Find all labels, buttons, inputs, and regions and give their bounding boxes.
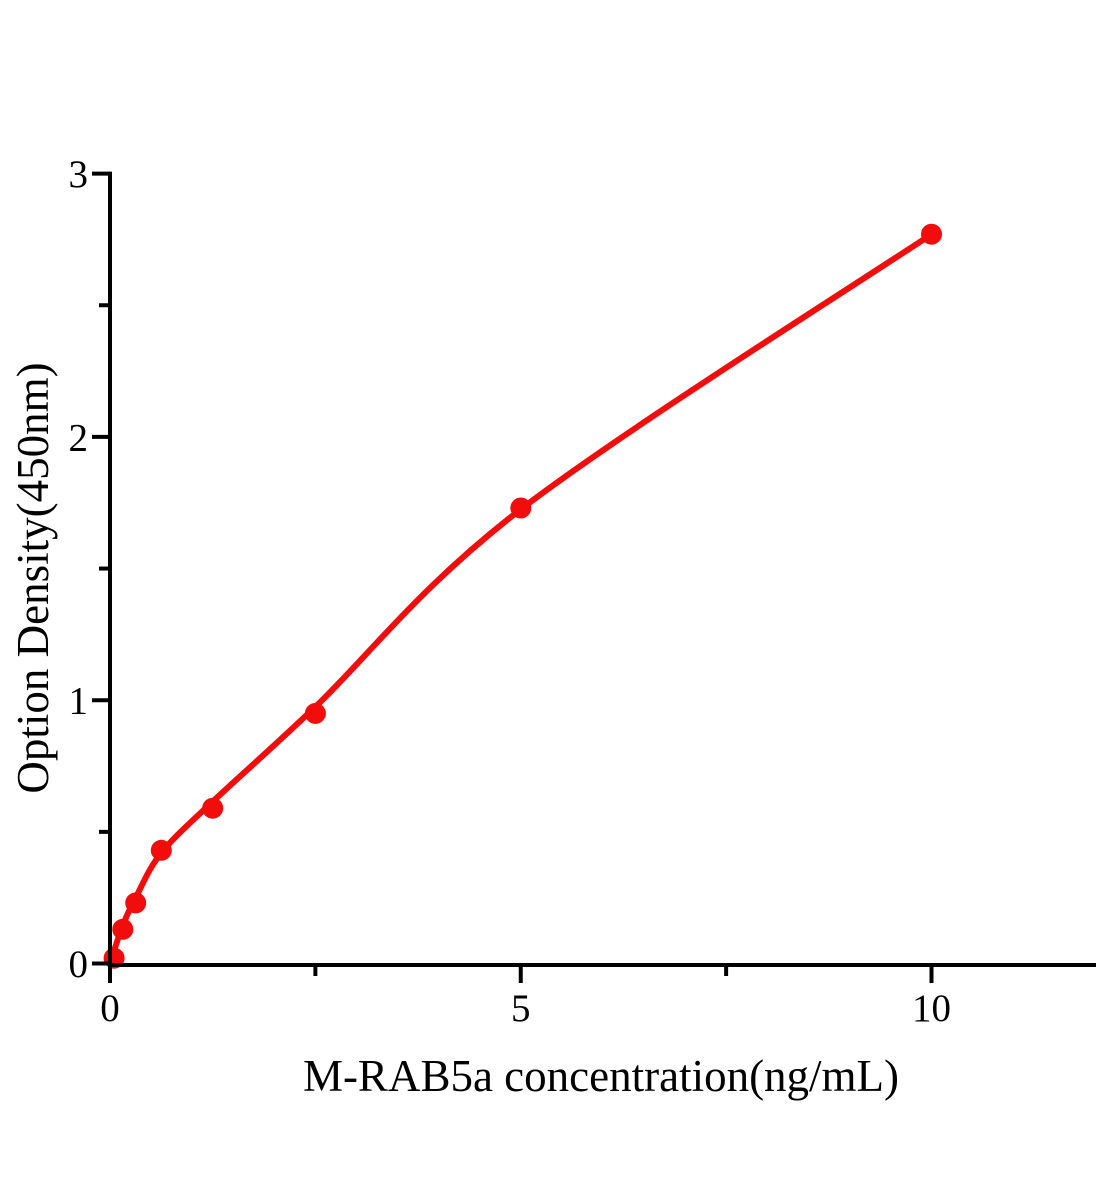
y-tick-label: 3 xyxy=(69,153,89,196)
x-tick-label: 5 xyxy=(511,987,531,1030)
data-points-layer xyxy=(103,223,942,969)
data-point xyxy=(112,918,134,940)
x-axis-title: M-RAB5a concentration(ng/mL) xyxy=(303,1051,899,1101)
data-point xyxy=(921,223,942,245)
data-point xyxy=(510,497,532,519)
y-tick-label: 0 xyxy=(69,943,89,986)
data-point xyxy=(125,892,147,914)
x-tick-label: 10 xyxy=(912,987,951,1030)
ticks-layer xyxy=(92,171,934,983)
data-point xyxy=(202,797,224,819)
fit-curve xyxy=(107,231,935,967)
y-axis-title: Option Density(450nm) xyxy=(8,362,58,793)
data-point xyxy=(304,702,326,724)
y-tick-label: 1 xyxy=(69,680,89,723)
tick-labels-layer: 0 5 10 0 1 2 3 xyxy=(69,153,952,1030)
y-tick-label: 2 xyxy=(69,416,89,459)
data-point xyxy=(150,839,172,861)
fit-curve-layer xyxy=(107,231,935,967)
axes-layer xyxy=(108,171,1096,968)
x-tick-label: 0 xyxy=(100,987,120,1030)
